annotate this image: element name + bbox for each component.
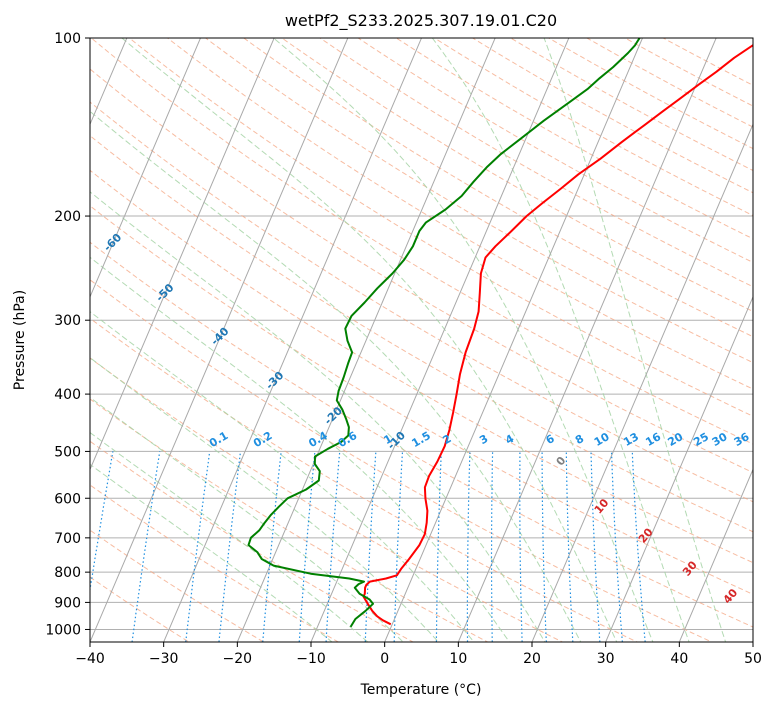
moist-adiabat [121, 38, 618, 642]
x-tick-label: −40 [75, 651, 105, 667]
x-tick-label: 50 [744, 651, 762, 667]
moist-adiabat [90, 311, 475, 642]
mixing-ratio-line [590, 451, 601, 642]
dry-adiabat [90, 101, 753, 503]
dry-adiabat [128, 38, 753, 417]
y-tick-label: 400 [54, 387, 81, 403]
x-tick-label: 20 [523, 651, 541, 667]
mixing-ratio-line [435, 451, 442, 642]
mixing-ratio-line [262, 451, 282, 642]
mixing-ratio-line [393, 451, 404, 642]
dry-adiabat [90, 241, 753, 628]
isotherm-line [90, 38, 349, 642]
mixing-ratio-line [519, 451, 523, 642]
dry-adiabat [204, 38, 753, 364]
y-tick-label: 100 [54, 31, 81, 47]
moist-adiabat [90, 463, 333, 642]
mixing-ratio-line [325, 451, 341, 642]
x-tick-label: 30 [597, 651, 615, 667]
moist-adiabat [90, 256, 511, 642]
dry-adiabat [90, 529, 265, 642]
y-tick-label: 800 [54, 565, 81, 581]
moist-adiabat [543, 38, 727, 642]
moist-adiabat [90, 431, 369, 642]
mixing-ratio-line [541, 451, 547, 642]
plot-frame [89, 37, 754, 643]
y-tick-label: 600 [54, 491, 81, 507]
isotherm-line [605, 295, 753, 642]
dry-adiabat [90, 205, 753, 595]
x-tick-label: 40 [670, 651, 688, 667]
isotherm-line [236, 38, 496, 642]
moist-adiabat [90, 357, 440, 642]
x-tick-label: 0 [380, 651, 389, 667]
dry-adiabat [90, 317, 639, 642]
temperature-profile-line [362, 43, 753, 626]
moist-adiabat [90, 110, 582, 642]
isotherm-label: -80 [0, 148, 12, 171]
x-tick-label: −30 [149, 651, 179, 667]
dry-adiabat [471, 38, 753, 194]
dry-adiabat [547, 38, 753, 150]
mixing-ratio-line [490, 451, 494, 642]
y-tick-label: 200 [54, 209, 81, 225]
mixing-ratio-line [631, 451, 646, 642]
isotherm-line [0, 11, 65, 654]
x-axis-title: Temperature (°C) [360, 682, 482, 698]
x-tick-label: −20 [223, 651, 253, 667]
dry-adiabat [90, 38, 753, 445]
isotherm-line [163, 38, 423, 642]
mixing-ratio-line [565, 451, 574, 642]
mixing-ratio-line [364, 451, 377, 642]
dry-adiabat [166, 38, 753, 390]
moist-adiabat [273, 38, 654, 642]
dewpoint-profile-line [247, 38, 641, 628]
moist-adiabat [431, 38, 690, 642]
y-tick-label: 500 [54, 444, 81, 460]
isotherm-line [90, 38, 275, 471]
y-axis-title: Pressure (hPa) [12, 290, 28, 390]
y-tick-label: 1000 [45, 622, 81, 638]
chart-title: wetPf2_S233.2025.307.19.01.C20 [285, 11, 557, 31]
moist-adiabat [90, 396, 404, 642]
isotherm-line [531, 123, 753, 642]
dry-adiabat [433, 38, 753, 217]
mixing-ratio-line [466, 451, 471, 642]
isotherm-line [310, 38, 570, 642]
y-tick-label: 300 [54, 313, 81, 329]
dry-adiabat [90, 484, 340, 642]
dry-adiabat [90, 279, 713, 642]
dry-adiabat [585, 38, 753, 128]
isotherm-line [457, 38, 717, 642]
dry-adiabat [90, 169, 753, 564]
mixing-ratio-line [610, 451, 623, 642]
x-tick-label: 10 [449, 651, 467, 667]
isotherm-line [90, 38, 128, 126]
isotherm-line [384, 38, 644, 642]
dry-adiabat [509, 38, 753, 172]
isotherm-line [678, 468, 753, 642]
y-tick-label: 900 [54, 595, 81, 611]
moist-adiabat [90, 191, 546, 642]
y-tick-label: 700 [54, 531, 81, 547]
x-tick-label: −10 [296, 651, 326, 667]
isotherm-line [90, 38, 202, 299]
dry-adiabat [395, 38, 753, 240]
